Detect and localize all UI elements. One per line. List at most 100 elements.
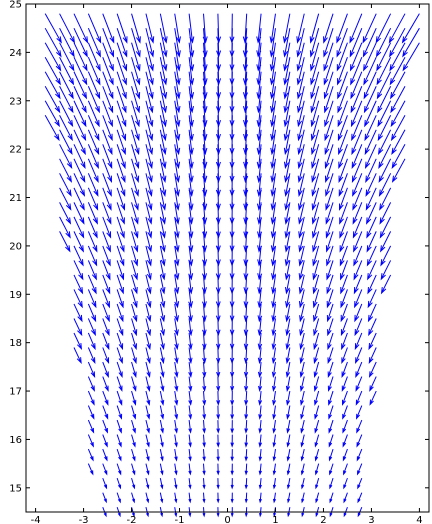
vector-arrow [202,42,208,72]
vector-arrow [102,144,113,170]
vector-arrow [340,260,348,281]
vector-arrow [243,347,249,365]
vector-arrow [362,13,377,44]
vector-arrow [188,478,192,490]
vector-arrow [73,100,87,128]
vector-arrow [377,129,392,156]
vector-arrow [87,71,101,100]
vector-arrow [131,477,136,490]
y-tick-label: 17 [9,387,22,398]
vector-arrow [366,202,377,225]
vector-arrow [401,13,420,44]
vector-arrow [326,260,334,281]
vector-arrow [145,129,154,156]
vector-arrow [202,376,207,392]
vector-arrow [188,332,193,351]
vector-arrow [375,27,392,58]
vector-arrow [230,463,234,476]
vector-arrow [145,318,152,337]
vector-arrow [87,231,98,253]
vector-arrow [285,332,291,351]
vector-arrow [380,260,392,281]
vector-arrow [216,420,220,434]
vector-arrow [87,115,100,142]
vector-arrow [102,289,110,309]
vector-arrow [355,347,363,365]
vector-arrow [188,376,193,392]
vector-arrow [102,419,108,434]
vector-arrow [87,187,99,211]
vector-arrow [366,245,377,267]
vector-arrow [340,303,348,323]
vector-arrow [336,28,348,58]
vector-arrow [145,216,153,239]
vector-arrow [339,231,348,253]
vector-arrow [116,86,127,114]
vector-arrow [188,361,193,379]
vector-arrow [258,405,263,420]
vector-arrow [73,115,87,142]
vector-arrow [354,318,363,337]
vector-arrow [145,289,152,309]
vector-arrow [116,289,124,309]
vector-arrow [327,347,334,365]
vector-arrow [257,274,263,295]
vector-arrow [174,332,179,351]
vector-arrow [355,390,363,406]
vector-arrow [286,390,291,406]
vector-arrow [329,463,334,476]
vector-arrow [337,57,348,86]
vector-arrow [272,405,277,420]
vector-arrow [342,419,348,434]
vector-arrow [243,318,249,337]
vector-arrow [283,129,291,156]
vector-arrow [116,260,125,281]
vector-arrow [131,100,140,128]
vector-arrow [352,173,363,197]
vector-arrow [376,42,392,72]
vector-arrow [286,463,291,476]
vector-arrow [327,318,334,337]
x-tick-label: -1 [175,515,185,524]
vector-arrow [131,361,137,379]
vector-arrow [102,274,111,295]
vector-arrow [298,216,305,239]
vector-arrow [297,187,305,211]
vector-arrow [102,347,110,365]
vector-arrow [131,144,140,170]
vector-arrow [116,57,127,86]
vector-arrow [242,42,248,72]
vector-arrow [202,434,206,448]
vector-arrow [174,390,179,406]
vector-arrow [343,463,348,476]
vector-arrow [323,57,334,86]
vector-arrow [243,332,249,351]
vector-arrow [102,28,115,58]
vector-arrow [256,129,262,156]
vector-arrow [353,231,363,253]
vector-arrow [230,362,235,379]
vector-arrow [326,303,334,323]
vector-arrow [353,245,363,267]
vector-arrow [145,86,154,114]
vector-arrow [363,42,377,72]
vector-arrow [298,289,305,309]
vector-arrow [73,289,83,309]
vector-arrow [368,347,377,364]
vector-arrow [159,202,167,225]
vector-arrow [338,187,348,211]
vector-arrow [256,115,262,142]
vector-arrow [376,56,392,86]
vector-arrow [116,274,124,295]
vector-arrow [299,347,305,365]
vector-arrow [286,434,291,448]
vector-arrow [256,57,262,86]
vector-arrow [102,13,115,44]
vector-arrow [257,332,263,351]
vector-arrow [174,42,181,72]
vector-arrow [296,42,305,72]
vector-arrow [356,434,363,448]
vector-arrow [311,129,320,156]
vector-arrow [257,289,263,309]
vector-arrow [310,115,320,142]
